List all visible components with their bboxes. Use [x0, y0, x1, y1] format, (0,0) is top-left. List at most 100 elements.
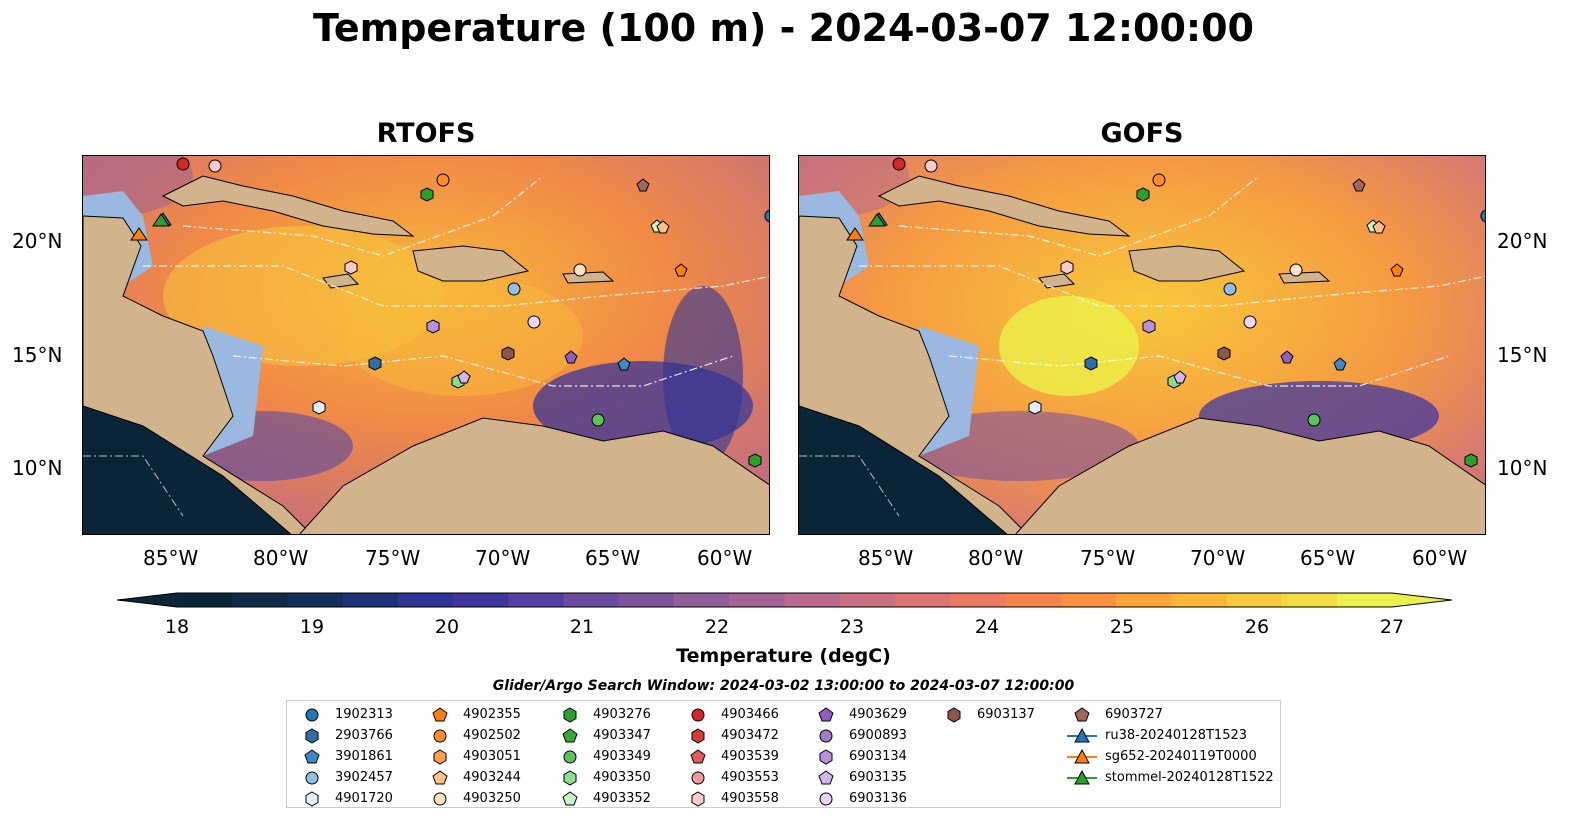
legend-label: sg652-20240119T0000 [1105, 749, 1257, 764]
colorbar-segment [1115, 593, 1172, 607]
eez-boundary [898, 175, 1260, 257]
float-2903766 [368, 356, 382, 371]
legend-label: 4903553 [721, 770, 779, 785]
pentagon-marker-icon [818, 770, 834, 785]
legend-label: 6900893 [849, 728, 907, 743]
lon-tick: 80°W [968, 546, 1024, 570]
legend-label: ru38-20240128T1523 [1105, 728, 1248, 743]
colorbar-segment [1171, 593, 1227, 607]
legend-label: 4902355 [463, 707, 521, 722]
colorbar-segment [1226, 593, 1283, 607]
pentagon-marker-icon [432, 770, 448, 785]
lat-tick-right: 20°N [1497, 229, 1548, 253]
float-4903466 [176, 157, 190, 171]
panel-title-gofs: GOFS [1100, 118, 1184, 149]
lon-tick: 80°W [253, 546, 309, 570]
hexagon-marker-icon [433, 749, 447, 765]
eez-boundary [799, 455, 900, 517]
lon-tick: 75°W [1080, 546, 1136, 570]
float-4903276 [420, 187, 434, 202]
colorbar-segment [563, 593, 620, 607]
circle-marker-icon [433, 792, 447, 806]
float-4903250 [573, 263, 587, 277]
colorbar-segment [674, 593, 730, 607]
float-4903466 [892, 157, 906, 171]
warm-region [999, 296, 1139, 396]
legend-label: 4903352 [593, 791, 651, 806]
eez-boundary [83, 455, 184, 517]
circle-marker-icon [563, 750, 577, 764]
float-1902313 [764, 209, 769, 223]
hispaniola-land [1128, 245, 1246, 282]
lon-tick: 65°W [585, 546, 641, 570]
float-4903629 [564, 350, 578, 364]
map-gofs [798, 155, 1486, 535]
float-6903135 [457, 370, 471, 384]
colorbar-tick-label: 18 [164, 616, 190, 638]
legend-label: 3901861 [335, 749, 393, 764]
hexagon-marker-icon [691, 791, 705, 807]
lon-tick: 85°W [858, 546, 914, 570]
pentagon-marker-icon [304, 749, 320, 764]
float-4901720 [312, 400, 326, 415]
legend-label: 4902502 [463, 728, 521, 743]
legend-label: 6903137 [977, 707, 1035, 722]
colorbar-extend-max [1392, 593, 1452, 607]
float-4903276 [748, 453, 762, 468]
colorbar-outline [117, 592, 1452, 608]
lon-tick: 60°W [697, 546, 753, 570]
float-4902355 [674, 263, 688, 277]
colorbar-segment [894, 593, 951, 607]
map-gofs-canvas [799, 156, 1485, 534]
hexagon-marker-icon [819, 749, 833, 765]
legend-label: 6903727 [1105, 707, 1163, 722]
pentagon-marker-icon [432, 707, 448, 722]
pentagon-marker-icon [1074, 707, 1090, 722]
float-4903244 [656, 220, 670, 234]
float-4902502 [1152, 173, 1166, 187]
float-6903727 [636, 178, 650, 192]
pacific-ocean [83, 406, 291, 534]
legend-label: 4903558 [721, 791, 779, 806]
float-4903250 [1289, 263, 1303, 277]
float-4903276 [1464, 453, 1478, 468]
float-4903349 [1307, 413, 1321, 427]
float-3902457 [1223, 282, 1237, 296]
eez-boundary [232, 355, 734, 387]
legend-label: 4903051 [463, 749, 521, 764]
pentagon-marker-icon [562, 728, 578, 743]
map-rtofs-canvas [83, 156, 769, 534]
colorbar-tick-label: 22 [704, 616, 730, 638]
float-2903766 [1084, 356, 1098, 371]
central-america-land [799, 215, 1028, 534]
legend-label: stommel-20240128T1522 [1105, 770, 1274, 785]
legend-label: 4903539 [721, 749, 779, 764]
colorbar-segment [397, 593, 454, 607]
legend-label: 4903466 [721, 707, 779, 722]
legend-label: 4901720 [335, 791, 393, 806]
lon-tick: 70°W [1190, 546, 1246, 570]
legend: 1902313 2903766 3901861 3902457 4901720 49023… [286, 700, 1281, 808]
hexagon-marker-icon [305, 791, 319, 807]
float-4903558 [344, 260, 358, 275]
cuba-land [877, 175, 1131, 237]
legend-label: 4903250 [463, 791, 521, 806]
pacific-ocean [799, 406, 1007, 534]
legend-label: 4903472 [721, 728, 779, 743]
colorbar-segment [453, 593, 509, 607]
eez-boundary [182, 175, 544, 257]
colorbar-tick-label: 21 [569, 616, 595, 638]
legend-label: 6903136 [849, 791, 907, 806]
legend-label: 1902313 [335, 707, 393, 722]
hexagon-marker-icon [305, 728, 319, 744]
colorbar-tick-label: 19 [299, 616, 325, 638]
map-rtofs [82, 155, 770, 535]
float-4903558 [1060, 260, 1074, 275]
colorbar-segment [232, 593, 288, 607]
colorbar-segment [342, 593, 399, 607]
float-6903134 [1142, 319, 1156, 334]
float-6903137 [1217, 346, 1231, 361]
colorbar-tick-label: 27 [1379, 616, 1405, 638]
float-4902502 [436, 173, 450, 187]
float-6903727 [1352, 178, 1366, 192]
